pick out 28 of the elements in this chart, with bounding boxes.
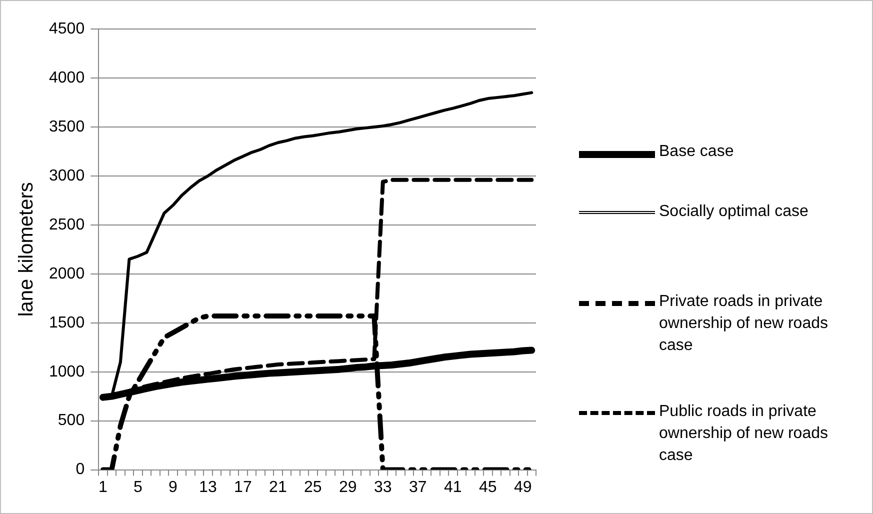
y-tick-label: 4500 — [49, 20, 85, 38]
y-axis-title: lane kilometers — [16, 182, 38, 317]
legend-label: Private roads in private ownership of new roads case — [659, 292, 829, 356]
y-tick-label: 1000 — [49, 363, 85, 380]
y-tick-label: 3000 — [49, 167, 85, 184]
legend-label: Socially optimal case — [659, 202, 810, 222]
x-tick-label: 13 — [199, 478, 217, 496]
x-tick-label: 25 — [304, 478, 322, 496]
legend-label: Base case — [659, 142, 735, 162]
x-tick-label: 41 — [444, 478, 462, 496]
x-tick-label: 37 — [409, 478, 427, 496]
y-tick-label: 2500 — [49, 216, 85, 234]
x-tick-label: 33 — [374, 478, 392, 496]
x-tick-label: 29 — [339, 478, 357, 496]
x-tick-label: 21 — [269, 478, 287, 496]
x-tick-label: 9 — [168, 478, 178, 496]
x-tick-label: 17 — [234, 478, 252, 496]
legend-label: Public roads in private ownership of new roads case — [659, 402, 829, 466]
y-tick-label: 500 — [58, 412, 85, 430]
y-tick-label: 4000 — [49, 69, 85, 86]
x-tick-label: 45 — [478, 478, 497, 496]
y-tick-label: 2000 — [49, 265, 85, 282]
y-tick-label: 1500 — [49, 314, 85, 332]
x-tick-label: 5 — [134, 478, 143, 496]
x-tick-label: 49 — [514, 478, 532, 496]
y-tick-label: 3500 — [49, 118, 85, 136]
y-tick-label: 0 — [76, 461, 85, 478]
x-tick-label: 1 — [98, 478, 108, 496]
